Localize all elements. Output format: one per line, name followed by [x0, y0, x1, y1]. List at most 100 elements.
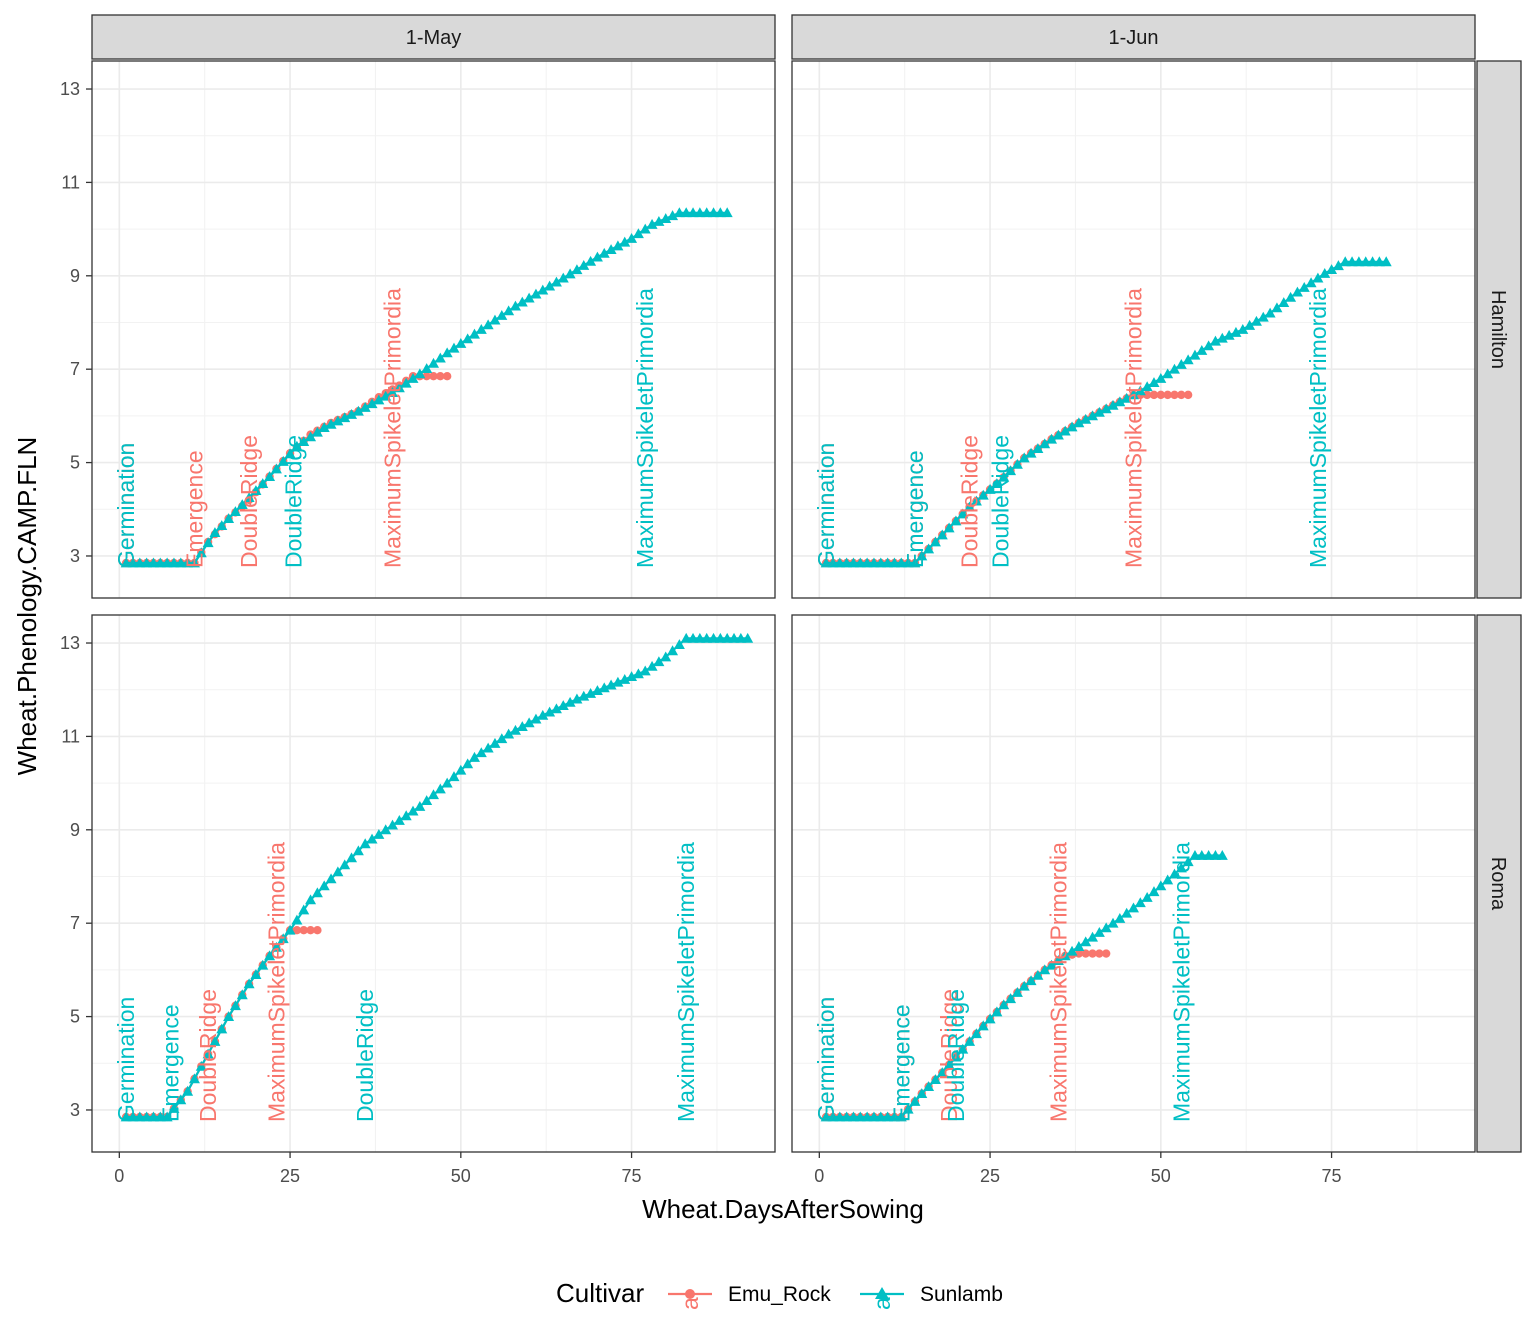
- data-point: [1039, 964, 1051, 975]
- legend-title: Cultivar: [556, 1278, 644, 1308]
- stage-label: Emergence: [888, 1004, 914, 1122]
- data-point: [991, 1006, 1003, 1017]
- data-point: [509, 300, 521, 311]
- data-point: [1080, 413, 1092, 424]
- data-point: [646, 660, 658, 671]
- data-point: [346, 408, 358, 419]
- data-point: [318, 880, 330, 891]
- data-point: [943, 522, 955, 533]
- data-point: [496, 309, 508, 320]
- data-point: [1088, 949, 1097, 958]
- data-point: [1066, 421, 1078, 432]
- data-point: [359, 401, 371, 412]
- data-point: [429, 371, 438, 381]
- data-point: [414, 800, 426, 811]
- data-point: [632, 228, 644, 239]
- data-point: [482, 319, 494, 330]
- data-point: [387, 819, 399, 830]
- x-tick-label: 50: [1151, 1166, 1171, 1186]
- panel-border: [791, 60, 1476, 599]
- data-point: [1168, 363, 1180, 374]
- data-point: [509, 724, 521, 735]
- panel-background: [792, 615, 1475, 1152]
- strip-hamilton: Hamilton: [1476, 60, 1522, 599]
- data-point: [1175, 359, 1187, 369]
- data-point: [1025, 447, 1037, 458]
- data-point: [428, 789, 439, 800]
- data-point: [1155, 880, 1167, 891]
- data-point: [352, 405, 364, 416]
- data-point: [1183, 390, 1193, 400]
- data-point: [332, 866, 344, 877]
- data-point: [1011, 986, 1023, 997]
- strip-roma: Roma: [1476, 614, 1522, 1153]
- data-point: [530, 713, 542, 724]
- data-point: [929, 1074, 941, 1085]
- strip-background: [791, 14, 1476, 60]
- x-axis-title: Wheat.DaysAfterSowing: [642, 1194, 924, 1224]
- data-point: [1046, 433, 1058, 444]
- panel-1-jun-hamilton: Germination Emergence DoubleRidge MaximumSp…: [791, 60, 1476, 599]
- data-point: [1005, 465, 1017, 476]
- panels-layer: 1-May 1-Jun Hamilton Roma Germination Emergen…: [91, 14, 1522, 1153]
- data-point: [1080, 936, 1092, 947]
- data-point: [1209, 335, 1221, 346]
- data-point: [950, 1051, 962, 1062]
- data-point: [950, 515, 962, 526]
- data-point: [653, 216, 665, 226]
- data-point: [626, 232, 638, 243]
- data-point: [489, 314, 501, 325]
- data-point: [1046, 959, 1058, 970]
- data-point: [612, 676, 624, 687]
- data-point: [1257, 311, 1269, 322]
- stage-label: Germination: [813, 997, 839, 1122]
- panel-1-jun-roma: Germination Emergence DoubleRidge MaximumSp…: [791, 614, 1476, 1153]
- y-tick-label: 3: [70, 546, 80, 566]
- panel-border: [791, 614, 1476, 1153]
- stage-label: Emergence: [902, 450, 928, 568]
- stage-label: DoubleRidge: [236, 435, 262, 568]
- data-point: [339, 859, 351, 870]
- data-point: [1018, 452, 1030, 463]
- x-tick-label: 0: [814, 1166, 824, 1186]
- data-point: [632, 668, 644, 679]
- panel-background: [92, 61, 775, 598]
- data-point: [503, 305, 515, 316]
- data-point: [667, 645, 679, 656]
- data-point: [591, 685, 603, 696]
- data-point: [475, 747, 487, 758]
- stage-label: Germination: [813, 997, 839, 1122]
- data-point: [400, 377, 412, 388]
- data-point: [291, 914, 303, 925]
- panel-1-may-hamilton: Germination Emergence DoubleRidge MaximumSp…: [91, 60, 776, 599]
- data-point: [209, 527, 221, 538]
- data-point: [223, 1011, 235, 1021]
- data-point: [591, 251, 603, 262]
- data-point: [1095, 949, 1104, 958]
- data-point: [742, 632, 754, 643]
- data-point: [313, 925, 322, 935]
- data-point: [1093, 406, 1105, 417]
- stage-label: DoubleRidge: [936, 989, 962, 1122]
- data-point: [1073, 417, 1085, 428]
- y-tick-label: 7: [70, 913, 80, 933]
- y-tick-label: 11: [61, 726, 80, 746]
- stage-label: DoubleRidge: [987, 435, 1013, 568]
- strip-label: Roma: [1487, 857, 1509, 911]
- data-point: [550, 276, 562, 287]
- data-point: [1107, 399, 1119, 410]
- data-point: [1141, 892, 1153, 902]
- data-point: [923, 1081, 935, 1092]
- data-point: [441, 347, 453, 358]
- data-point: [1162, 874, 1174, 885]
- data-point: [1298, 281, 1310, 292]
- data-point: [1141, 381, 1153, 392]
- data-point: [667, 210, 679, 221]
- data-point: [441, 777, 453, 788]
- stage-label: DoubleRidge: [943, 989, 969, 1122]
- data-point: [380, 824, 392, 835]
- stage-label: MaximumSpikeletPrimordia: [1045, 842, 1071, 1122]
- data-point: [598, 682, 610, 693]
- data-point: [422, 371, 431, 381]
- strip-label: 1-May: [406, 27, 462, 49]
